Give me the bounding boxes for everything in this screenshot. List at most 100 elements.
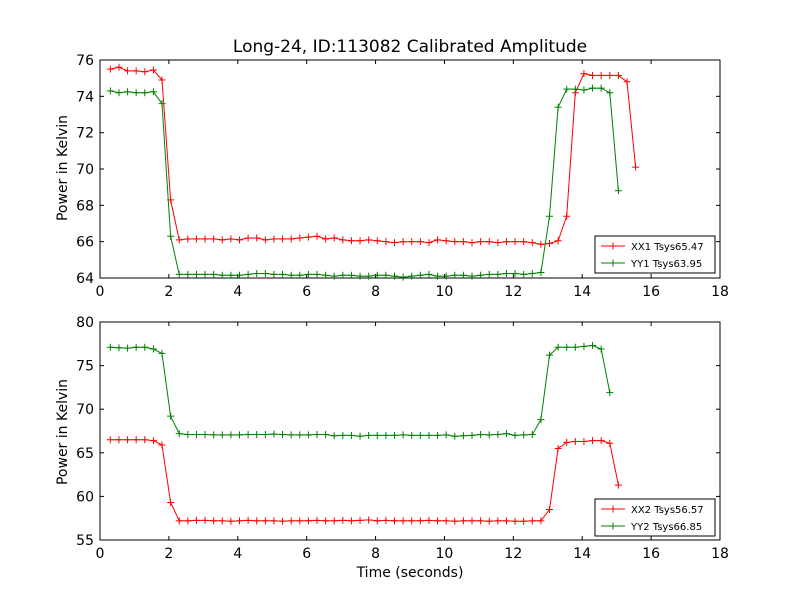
bottom-data-point	[571, 343, 579, 351]
top-y-tick-label: 66	[76, 235, 94, 251]
top-data-point	[459, 271, 467, 279]
bottom-data-point	[347, 431, 355, 439]
top-data-point	[580, 70, 588, 78]
bottom-data-point	[322, 517, 330, 525]
top-data-point	[192, 235, 200, 243]
top-data-point	[485, 270, 493, 278]
top-data-point	[502, 269, 510, 277]
bottom-x-tick-label: 10	[436, 546, 454, 562]
bottom-data-point	[347, 517, 355, 525]
top-data-point	[218, 271, 226, 279]
bottom-data-point	[115, 436, 123, 444]
bottom-data-point	[528, 430, 536, 438]
bottom-data-point	[304, 431, 312, 439]
top-data-point	[382, 238, 390, 246]
bottom-data-point	[192, 430, 200, 438]
bottom-x-tick-label: 14	[573, 546, 591, 562]
bottom-y-tick-label: 55	[76, 533, 94, 549]
top-data-point	[546, 212, 553, 220]
top-data-point	[485, 238, 493, 246]
bottom-data-point	[537, 416, 545, 424]
top-data-point	[132, 67, 140, 75]
bottom-data-point	[477, 430, 485, 438]
top-data-point	[201, 235, 209, 243]
bottom-data-point	[485, 431, 493, 439]
bottom-data-point	[141, 436, 149, 444]
top-data-point	[537, 269, 545, 277]
bottom-data-point	[451, 432, 459, 440]
bottom-data-point	[244, 430, 252, 438]
top-data-point	[313, 270, 321, 278]
top-data-point	[434, 236, 442, 244]
bottom-data-point	[141, 343, 149, 351]
top-data-point	[339, 271, 347, 279]
top-data-point	[477, 271, 485, 279]
top-data-point	[356, 237, 364, 245]
bottom-data-point	[132, 343, 140, 351]
bottom-data-point	[416, 431, 424, 439]
top-data-point	[124, 67, 132, 75]
bottom-data-point	[589, 342, 597, 350]
bottom-data-point	[563, 343, 571, 351]
top-y-tick-label: 72	[76, 126, 94, 142]
top-data-point	[477, 238, 485, 246]
top-data-point	[632, 163, 640, 171]
bottom-data-point	[554, 343, 562, 351]
bottom-data-point	[287, 517, 295, 525]
top-y-tick-label: 74	[76, 89, 94, 105]
bottom-data-point	[365, 431, 373, 439]
bottom-data-point	[201, 430, 209, 438]
top-data-point	[434, 272, 442, 280]
bottom-legend: XX2 Tsys56.57 YY2 Tsys66.85	[594, 498, 716, 537]
top-legend: XX1 Tsys65.47 YY1 Tsys63.95	[594, 235, 716, 274]
top-data-point	[227, 235, 235, 243]
top-legend-marker-2	[609, 259, 617, 267]
top-data-point	[399, 273, 407, 281]
top-data-point	[520, 270, 528, 278]
top-data-point	[468, 272, 476, 280]
bottom-data-point	[106, 343, 114, 351]
bottom-data-point	[261, 517, 269, 525]
top-data-point	[236, 271, 243, 279]
top-data-point	[442, 272, 450, 280]
bottom-data-point	[563, 438, 571, 446]
bottom-data-point	[210, 517, 218, 525]
bottom-data-point	[184, 430, 192, 438]
top-chart: Long-24, ID:113082 Calibrated Amplitude …	[55, 37, 729, 300]
top-data-point	[614, 187, 622, 195]
top-data-point	[580, 86, 588, 94]
top-data-point	[382, 271, 390, 279]
bottom-data-point	[580, 342, 588, 350]
top-data-point	[520, 238, 528, 246]
top-data-point	[391, 272, 398, 280]
top-data-point	[227, 271, 235, 279]
top-data-point	[218, 236, 226, 244]
top-data-point	[494, 270, 502, 278]
top-x-tick-label: 18	[711, 284, 729, 300]
top-data-point	[442, 237, 450, 245]
bottom-data-point	[434, 517, 442, 525]
top-data-point	[408, 272, 416, 280]
top-data-point	[416, 271, 424, 279]
top-data-point	[391, 239, 398, 247]
top-data-point	[175, 270, 183, 278]
bottom-data-point	[391, 517, 398, 525]
top-data-point	[141, 68, 149, 76]
top-data-point	[261, 236, 269, 244]
bottom-x-tick-label: 0	[96, 546, 105, 562]
top-data-point	[115, 89, 123, 97]
bottom-data-point	[124, 436, 132, 444]
bottom-data-point	[158, 441, 166, 449]
bottom-data-point	[184, 517, 192, 525]
bottom-data-point	[425, 516, 433, 524]
top-data-point	[201, 270, 209, 278]
bottom-data-point	[399, 431, 407, 439]
bottom-data-point	[425, 431, 433, 439]
top-data-point	[425, 239, 433, 247]
top-legend-label-2: YY1 Tsys63.95	[630, 259, 702, 270]
top-data-point	[468, 239, 476, 247]
top-data-point	[149, 66, 157, 74]
bottom-legend-marker-1	[609, 505, 617, 513]
bottom-data-point	[597, 437, 605, 445]
bottom-data-point	[502, 430, 510, 438]
